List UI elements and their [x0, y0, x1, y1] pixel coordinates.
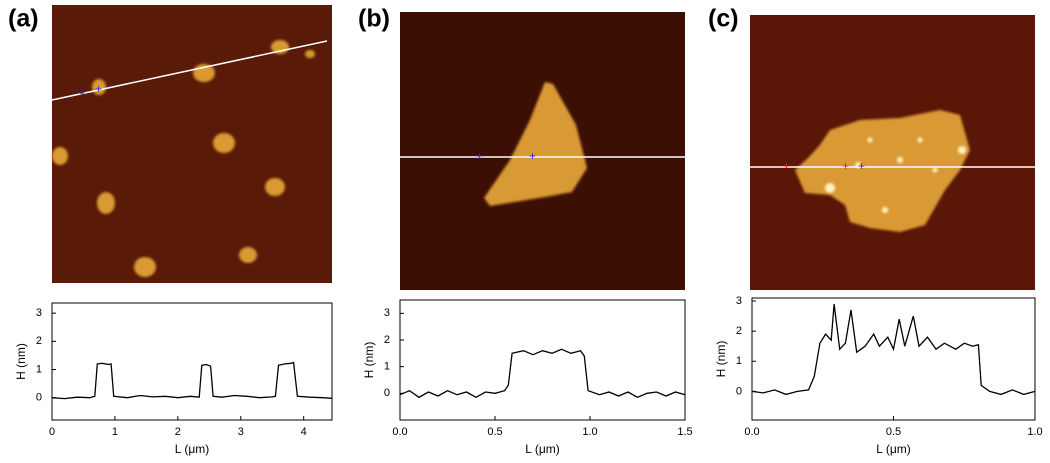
x-tick-label: 0.5: [886, 426, 901, 438]
afm-image: + +: [51, 5, 332, 283]
x-tick-label: 3: [238, 426, 244, 438]
y-tick-label: 2: [384, 334, 390, 346]
x-tick-label: 0: [49, 426, 55, 438]
plot-frame: [751, 297, 1036, 421]
y-tick-label: 3: [736, 295, 742, 307]
y-tick-label: 1: [36, 363, 42, 375]
y-tick-label: 0: [36, 392, 42, 404]
y-tick-label: 2: [736, 325, 742, 337]
plot-frame: [399, 299, 686, 421]
x-tick-label: 2: [175, 426, 181, 438]
svg-text:+: +: [858, 159, 865, 173]
afm-image: + + +: [750, 15, 1035, 290]
profile-line: [751, 303, 1036, 396]
svg-text:+: +: [783, 159, 790, 173]
y-tick-label: 1: [384, 361, 390, 373]
x-tick-label: 4: [301, 426, 307, 438]
y-axis-label: H (nm): [714, 341, 728, 378]
panel-label: (a): [8, 5, 39, 33]
x-axis-label: L (μm): [876, 442, 910, 456]
svg-text:+: +: [842, 159, 849, 173]
profile-line: [51, 361, 333, 400]
svg-text:+: +: [476, 149, 483, 163]
afm-image: + +: [400, 12, 685, 290]
y-tick-label: 0: [384, 387, 390, 399]
x-axis-label: L (μm): [175, 442, 209, 456]
y-tick-label: 3: [36, 307, 42, 319]
svg-text:+: +: [78, 86, 85, 100]
y-axis-label: H (nm): [362, 342, 376, 379]
y-tick-label: 3: [384, 307, 390, 319]
x-tick-label: 1.0: [582, 426, 597, 438]
profile-line: [399, 348, 686, 399]
x-tick-label: 1.0: [1027, 426, 1042, 438]
y-tick-label: 1: [736, 355, 742, 367]
y-tick-label: 0: [736, 385, 742, 397]
svg-text:+: +: [95, 82, 102, 96]
x-tick-label: 0.0: [392, 426, 407, 438]
y-tick-label: 2: [36, 335, 42, 347]
x-tick-label: 0.0: [744, 426, 759, 438]
x-tick-label: 0.5: [487, 426, 502, 438]
x-tick-label: 1: [112, 426, 118, 438]
panel-label: (b): [358, 5, 390, 33]
plot-frame: [51, 302, 333, 421]
panel-label: (c): [708, 5, 739, 33]
y-axis-label: H (nm): [14, 343, 28, 380]
svg-text:+: +: [529, 149, 536, 163]
x-tick-label: 1.5: [677, 426, 692, 438]
x-axis-label: L (μm): [525, 442, 559, 456]
